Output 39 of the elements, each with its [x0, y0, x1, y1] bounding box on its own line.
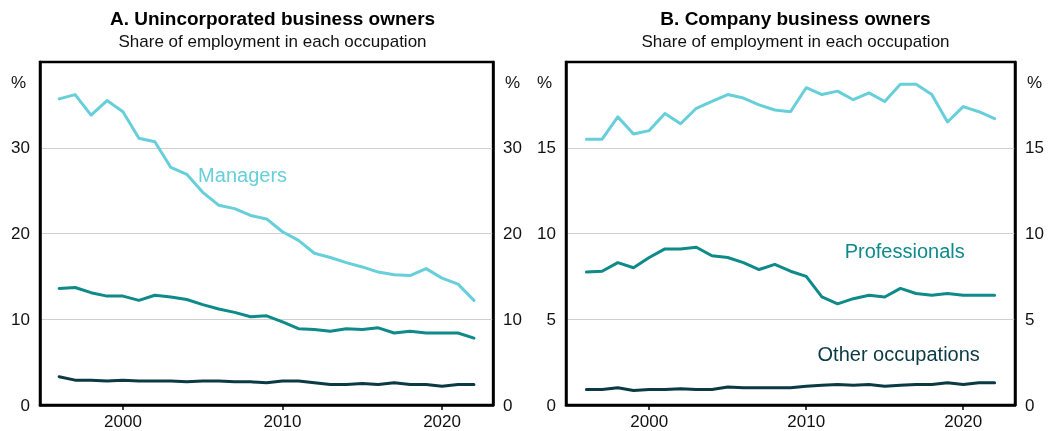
y-tick-label: 15 — [537, 138, 556, 158]
line-series — [57, 286, 476, 340]
x-tick-label: 2010 — [263, 412, 302, 431]
line-series — [584, 82, 997, 141]
y2-tick-label: 15 — [1025, 138, 1044, 158]
x-tick-label: 2000 — [630, 412, 669, 431]
series-label: Other occupations — [817, 343, 980, 366]
series-label: Professionals — [844, 239, 965, 262]
y-axis-title: % — [10, 73, 26, 92]
y-tick-label: 30 — [11, 138, 30, 158]
y2-tick-label: 10 — [503, 309, 523, 329]
y2-tick-label: 20 — [503, 224, 523, 243]
line-series — [57, 375, 476, 388]
x-tick-label: 2000 — [104, 412, 142, 431]
x-tick-label: 2020 — [423, 412, 461, 431]
chart-title: B. Company business owners — [660, 8, 931, 29]
y-tick-label: 20 — [11, 224, 30, 243]
y-tick-label: 10 — [537, 224, 556, 243]
series-label: Managers — [198, 164, 288, 187]
x-tick-label: 2020 — [944, 412, 983, 431]
y2-tick-label: 30 — [503, 138, 523, 158]
y2-axis-title: % — [505, 73, 521, 92]
y2-axis-title: % — [1027, 73, 1043, 92]
y2-tick-label: 5 — [1025, 309, 1035, 329]
chart-subtitle: Share of employment in each occupation — [641, 32, 950, 51]
line-series — [584, 381, 997, 392]
y2-tick-label: 0 — [503, 395, 513, 415]
y2-tick-label: 10 — [1025, 224, 1044, 243]
y-tick-label: 0 — [546, 395, 556, 415]
x-tick-label: 2010 — [787, 412, 826, 431]
y2-tick-label: 0 — [1025, 395, 1035, 415]
y-axis-title: % — [536, 73, 552, 92]
chart-title: A. Unincorporated business owners — [109, 8, 436, 29]
y-tick-label: 0 — [20, 395, 30, 415]
line-series — [57, 93, 476, 302]
chart-subtitle: Share of employment in each occupation — [118, 32, 427, 51]
line-series — [584, 245, 997, 306]
y-tick-label: 5 — [546, 309, 556, 329]
y-tick-label: 10 — [11, 309, 30, 329]
